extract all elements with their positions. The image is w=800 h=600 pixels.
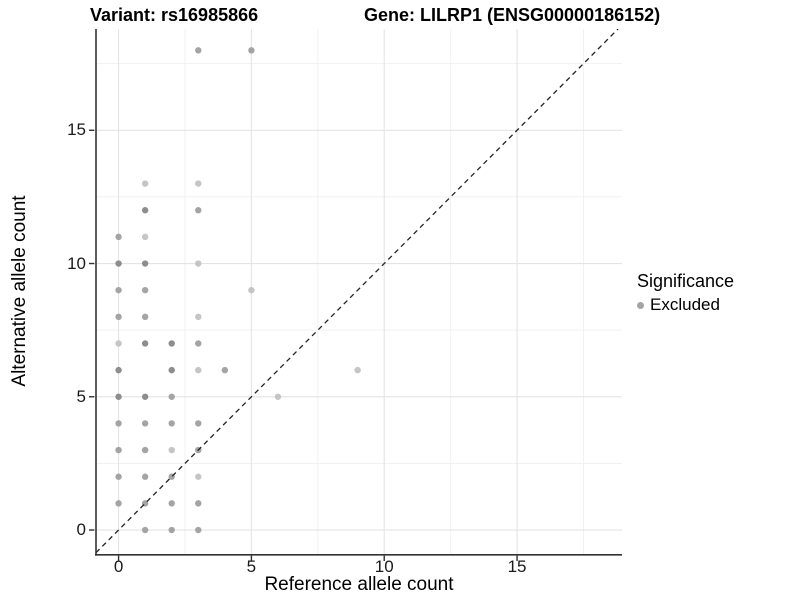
data-point <box>115 446 122 454</box>
data-point <box>168 420 175 427</box>
data-point <box>195 340 202 347</box>
data-point <box>221 366 229 374</box>
data-point <box>168 366 175 374</box>
x-axis-tick-label: 10 <box>374 557 394 576</box>
data-point <box>115 260 122 267</box>
data-point <box>115 420 122 427</box>
data-point <box>141 233 149 241</box>
data-point <box>195 180 202 187</box>
data-point <box>141 260 149 267</box>
data-point <box>115 233 122 241</box>
data-point <box>115 366 122 374</box>
data-point <box>115 313 122 321</box>
data-point <box>168 340 175 347</box>
legend-title: Significance <box>637 271 735 291</box>
data-point <box>195 260 202 267</box>
data-point <box>115 393 122 400</box>
grid-minor <box>96 29 622 554</box>
data-point <box>141 526 149 534</box>
data-point <box>141 207 149 214</box>
data-point <box>168 393 175 400</box>
data-point <box>141 340 149 347</box>
data-point <box>248 286 255 294</box>
data-point <box>195 313 202 321</box>
variant-title: Variant: rs16985866 <box>90 5 259 25</box>
data-point <box>141 393 149 400</box>
y-axis-tick-label: 15 <box>67 120 86 140</box>
x-axis-tick-label: 0 <box>113 557 124 576</box>
data-points <box>115 47 361 534</box>
data-point <box>141 313 149 321</box>
identity-dashed-line <box>95 29 619 554</box>
data-point <box>195 207 202 214</box>
data-point <box>354 366 361 374</box>
y-axis-title: Alternative allele count <box>9 195 30 387</box>
y-axis-tick-label: 0 <box>76 520 86 539</box>
tick-marks <box>89 129 518 561</box>
legend-item-excluded: Excluded <box>637 295 734 315</box>
data-point <box>115 500 122 507</box>
data-point <box>195 526 202 534</box>
grid-major <box>96 29 622 554</box>
data-point <box>274 393 282 400</box>
data-point <box>141 180 149 187</box>
data-point <box>141 286 149 294</box>
data-point <box>195 47 202 54</box>
data-point <box>141 446 149 454</box>
data-point <box>248 47 255 54</box>
x-axis-title: Reference allele count <box>264 574 454 595</box>
data-point <box>115 286 122 294</box>
legend-key-dot <box>637 301 644 309</box>
data-point <box>115 473 122 480</box>
data-point <box>195 473 202 480</box>
x-axis-tick-label: 15 <box>507 557 527 576</box>
legend: Significance Excluded <box>637 271 734 315</box>
data-point <box>141 473 149 480</box>
data-point <box>168 446 175 454</box>
x-axis-tick-label: 5 <box>246 557 257 576</box>
gene-title: Gene: LILRP1 (ENSG00000186152) <box>364 5 661 25</box>
data-point <box>168 526 175 534</box>
data-point <box>168 500 175 507</box>
data-point <box>115 340 122 347</box>
data-point <box>195 500 202 507</box>
data-point <box>195 420 202 427</box>
data-point <box>195 366 202 374</box>
y-axis-tick-label: 5 <box>76 386 86 406</box>
plot-panel <box>89 29 622 561</box>
legend-item-label: Excluded <box>650 295 720 314</box>
y-axis-tick-label: 10 <box>67 253 86 273</box>
data-point <box>141 420 149 427</box>
